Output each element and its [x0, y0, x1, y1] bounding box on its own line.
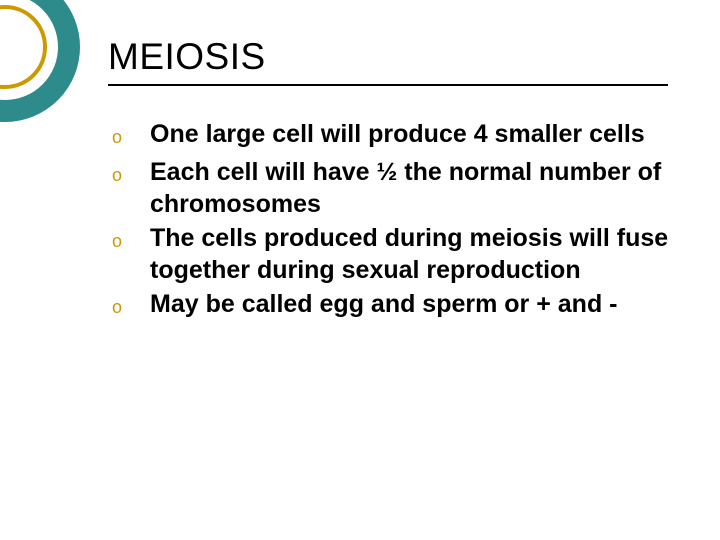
list-item: o Each cell will have ½ the normal numbe…: [108, 156, 695, 220]
list-item: o One large cell will produce 4 smaller …: [108, 118, 695, 154]
bullet-text: May be called egg and sperm or + and -: [150, 288, 618, 320]
bullet-list: o One large cell will produce 4 smaller …: [108, 118, 695, 326]
slide-title: MEIOSIS: [108, 36, 680, 78]
list-item: o May be called egg and sperm or + and -: [108, 288, 695, 324]
bullet-text: Each cell will have ½ the normal number …: [150, 156, 695, 220]
bullet-marker: o: [108, 156, 150, 192]
title-area: MEIOSIS: [108, 36, 680, 86]
bullet-text: One large cell will produce 4 smaller ce…: [150, 118, 645, 150]
bullet-marker: o: [108, 222, 150, 258]
title-underline: [108, 84, 668, 86]
bullet-marker: o: [108, 288, 150, 324]
bullet-text: The cells produced during meiosis will f…: [150, 222, 695, 286]
bullet-marker: o: [108, 118, 150, 154]
list-item: o The cells produced during meiosis will…: [108, 222, 695, 286]
